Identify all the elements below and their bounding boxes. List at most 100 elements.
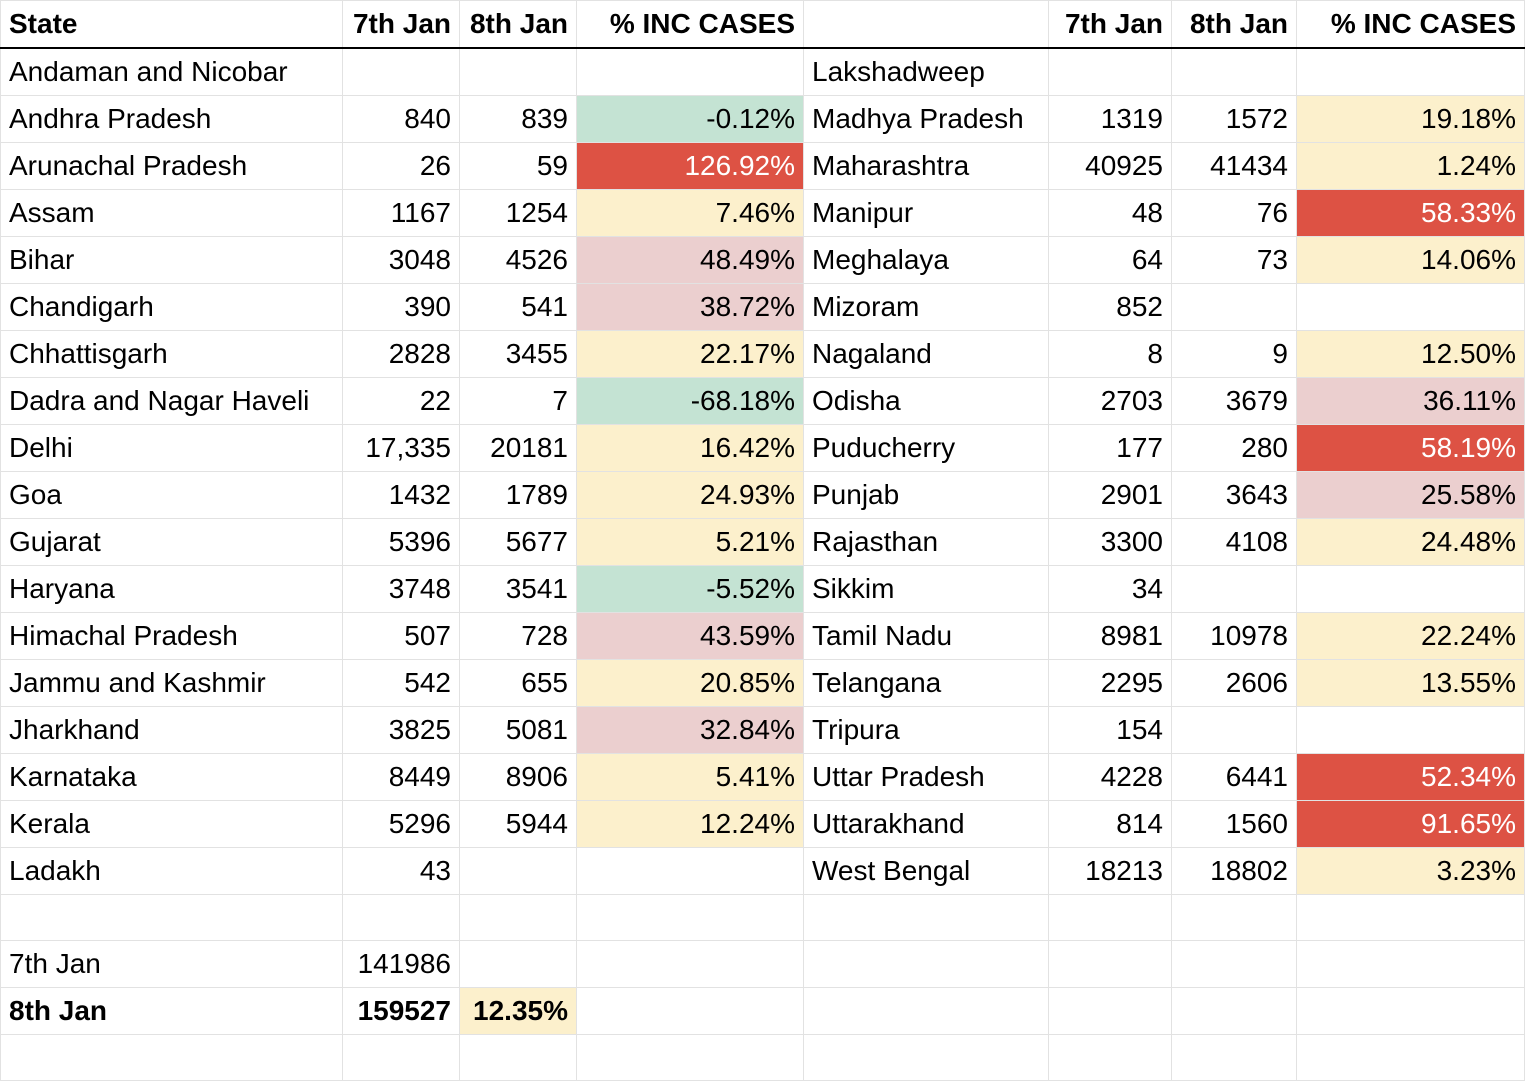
jan8-cell[interactable]: 1572 <box>1171 95 1297 143</box>
jan8-cell[interactable]: 4526 <box>459 236 577 284</box>
jan7-cell[interactable]: 542 <box>342 659 460 707</box>
state-cell[interactable]: Jammu and Kashmir <box>0 659 343 707</box>
empty-cell[interactable] <box>1048 987 1172 1035</box>
jan7-cell[interactable]: 5296 <box>342 800 460 848</box>
jan7-cell[interactable]: 18213 <box>1048 847 1172 895</box>
empty-cell[interactable] <box>576 987 804 1035</box>
header-inc-right[interactable]: % INC CASES <box>1296 0 1525 49</box>
state-cell[interactable]: Tripura <box>803 706 1049 754</box>
total-pct-cell[interactable] <box>459 940 577 988</box>
jan7-cell[interactable]: 8449 <box>342 753 460 801</box>
state-cell[interactable]: Uttar Pradesh <box>803 753 1049 801</box>
jan8-cell[interactable]: 6441 <box>1171 753 1297 801</box>
jan8-cell[interactable]: 41434 <box>1171 142 1297 190</box>
empty-cell[interactable] <box>1171 1034 1297 1081</box>
jan7-cell[interactable]: 3300 <box>1048 518 1172 566</box>
state-cell[interactable]: Lakshadweep <box>803 47 1049 96</box>
jan7-cell[interactable] <box>342 47 460 96</box>
inc-cell[interactable] <box>1296 706 1525 754</box>
jan7-cell[interactable]: 2703 <box>1048 377 1172 425</box>
empty-cell[interactable] <box>1171 940 1297 988</box>
state-cell[interactable]: Andaman and Nicobar <box>0 47 343 96</box>
state-cell[interactable]: Ladakh <box>0 847 343 895</box>
jan8-cell[interactable]: 2606 <box>1171 659 1297 707</box>
jan7-cell[interactable]: 26 <box>342 142 460 190</box>
state-cell[interactable]: Himachal Pradesh <box>0 612 343 660</box>
inc-cell[interactable]: -0.12% <box>576 95 804 143</box>
jan7-cell[interactable]: 390 <box>342 283 460 331</box>
state-cell[interactable]: Uttarakhand <box>803 800 1049 848</box>
jan7-cell[interactable]: 154 <box>1048 706 1172 754</box>
jan7-cell[interactable]: 22 <box>342 377 460 425</box>
jan8-cell[interactable]: 5677 <box>459 518 577 566</box>
empty-cell[interactable] <box>1296 940 1525 988</box>
jan7-cell[interactable]: 2295 <box>1048 659 1172 707</box>
state-cell[interactable]: Odisha <box>803 377 1049 425</box>
state-cell[interactable]: Telangana <box>803 659 1049 707</box>
inc-cell[interactable]: 48.49% <box>576 236 804 284</box>
empty-cell[interactable] <box>803 987 1049 1035</box>
empty-cell[interactable] <box>803 894 1049 941</box>
total-value-cell[interactable]: 159527 <box>342 987 460 1035</box>
empty-cell[interactable] <box>1296 1034 1525 1081</box>
inc-cell[interactable] <box>576 47 804 96</box>
inc-cell[interactable] <box>1296 565 1525 613</box>
jan8-cell[interactable]: 5081 <box>459 706 577 754</box>
inc-cell[interactable]: 1.24% <box>1296 142 1525 190</box>
jan7-cell[interactable]: 177 <box>1048 424 1172 472</box>
jan7-cell[interactable]: 8 <box>1048 330 1172 378</box>
inc-cell[interactable]: 24.93% <box>576 471 804 519</box>
empty-cell[interactable] <box>576 894 804 941</box>
jan8-cell[interactable]: 20181 <box>459 424 577 472</box>
jan8-cell[interactable] <box>459 847 577 895</box>
inc-cell[interactable]: 5.41% <box>576 753 804 801</box>
jan8-cell[interactable]: 10978 <box>1171 612 1297 660</box>
jan7-cell[interactable]: 840 <box>342 95 460 143</box>
inc-cell[interactable] <box>1296 47 1525 96</box>
state-cell[interactable]: Haryana <box>0 565 343 613</box>
state-cell[interactable]: Manipur <box>803 189 1049 237</box>
empty-cell[interactable] <box>459 1034 577 1081</box>
jan8-cell[interactable]: 541 <box>459 283 577 331</box>
state-cell[interactable]: Punjab <box>803 471 1049 519</box>
state-cell[interactable]: Chhattisgarh <box>0 330 343 378</box>
jan8-cell[interactable]: 5944 <box>459 800 577 848</box>
jan8-cell[interactable]: 4108 <box>1171 518 1297 566</box>
state-cell[interactable]: Chandigarh <box>0 283 343 331</box>
inc-cell[interactable]: 3.23% <box>1296 847 1525 895</box>
jan7-cell[interactable]: 1432 <box>342 471 460 519</box>
jan8-cell[interactable]: 3455 <box>459 330 577 378</box>
empty-cell[interactable] <box>803 940 1049 988</box>
jan7-cell[interactable]: 43 <box>342 847 460 895</box>
jan8-cell[interactable]: 76 <box>1171 189 1297 237</box>
jan7-cell[interactable]: 17,335 <box>342 424 460 472</box>
inc-cell[interactable]: 24.48% <box>1296 518 1525 566</box>
jan8-cell[interactable]: 1789 <box>459 471 577 519</box>
jan8-cell[interactable] <box>1171 47 1297 96</box>
state-cell[interactable]: Gujarat <box>0 518 343 566</box>
state-cell[interactable]: Maharashtra <box>803 142 1049 190</box>
inc-cell[interactable]: 22.24% <box>1296 612 1525 660</box>
jan7-cell[interactable]: 2828 <box>342 330 460 378</box>
state-cell[interactable]: Jharkhand <box>0 706 343 754</box>
inc-cell[interactable]: 12.24% <box>576 800 804 848</box>
empty-cell[interactable] <box>342 894 460 941</box>
inc-cell[interactable]: 38.72% <box>576 283 804 331</box>
jan7-cell[interactable]: 40925 <box>1048 142 1172 190</box>
empty-cell[interactable] <box>0 1034 343 1081</box>
inc-cell[interactable]: 25.58% <box>1296 471 1525 519</box>
inc-cell[interactable]: 36.11% <box>1296 377 1525 425</box>
jan7-cell[interactable]: 34 <box>1048 565 1172 613</box>
jan7-cell[interactable]: 3048 <box>342 236 460 284</box>
jan7-cell[interactable]: 64 <box>1048 236 1172 284</box>
state-cell[interactable]: Assam <box>0 189 343 237</box>
empty-cell[interactable] <box>803 1034 1049 1081</box>
jan7-cell[interactable]: 1319 <box>1048 95 1172 143</box>
jan7-cell[interactable]: 4228 <box>1048 753 1172 801</box>
total-pct-cell[interactable]: 12.35% <box>459 987 577 1035</box>
inc-cell[interactable]: 58.33% <box>1296 189 1525 237</box>
jan8-cell[interactable]: 3643 <box>1171 471 1297 519</box>
header-7th-jan-right[interactable]: 7th Jan <box>1048 0 1172 49</box>
jan8-cell[interactable] <box>459 47 577 96</box>
state-cell[interactable]: Rajasthan <box>803 518 1049 566</box>
